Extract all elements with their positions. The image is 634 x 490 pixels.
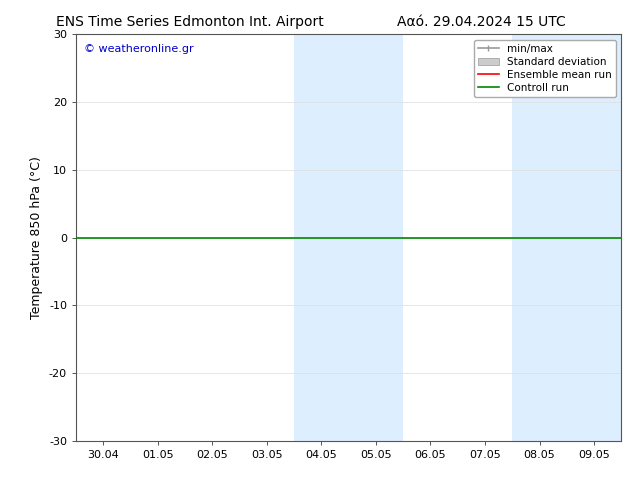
Y-axis label: Temperature 850 hPa (°C): Temperature 850 hPa (°C) bbox=[30, 156, 43, 319]
Bar bbox=[294, 34, 403, 441]
Text: ENS Time Series Edmonton Int. Airport: ENS Time Series Edmonton Int. Airport bbox=[56, 15, 324, 29]
Bar bbox=[512, 34, 621, 441]
Text: © weatheronline.gr: © weatheronline.gr bbox=[84, 45, 194, 54]
Text: Ααό. 29.04.2024 15 UTC: Ααό. 29.04.2024 15 UTC bbox=[398, 15, 566, 29]
Legend: min/max, Standard deviation, Ensemble mean run, Controll run: min/max, Standard deviation, Ensemble me… bbox=[474, 40, 616, 97]
